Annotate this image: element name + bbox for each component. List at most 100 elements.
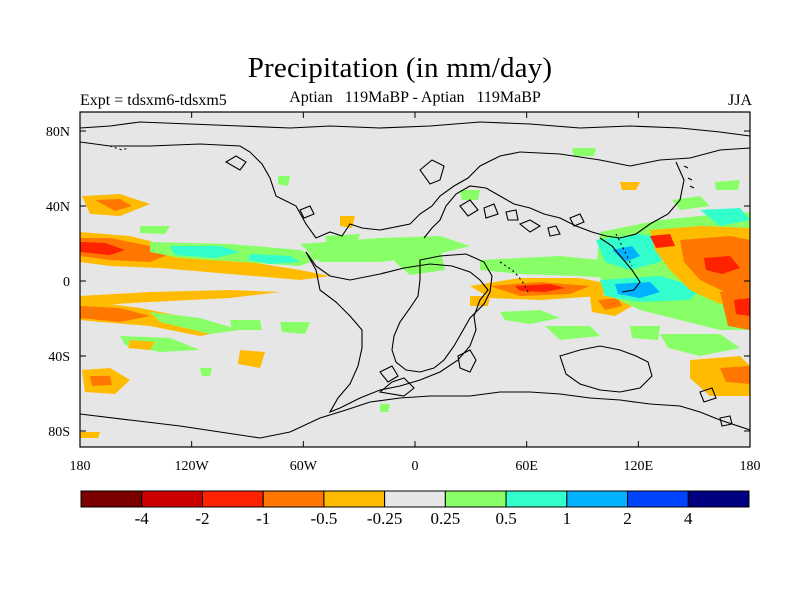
north-america-interior [224, 155, 315, 219]
colorbar-label: -2 [195, 509, 209, 528]
anomaly-indian-green [500, 310, 560, 324]
colorbar: -4 -2 -1 -0.5 -0.25 0.25 0.5 1 2 4 [80, 490, 750, 528]
experiment-label: Expt = tdsxm6-tdsxm5 [80, 92, 227, 109]
anomaly-wpac-core-2 [734, 298, 750, 316]
colorbar-label: 0.25 [430, 509, 460, 528]
anomaly-pacific-cyan-2 [248, 254, 300, 264]
season-label: JJA [727, 92, 752, 109]
anomaly-south-wpac-orange [690, 356, 750, 396]
colorbar-swatch [444, 490, 507, 508]
anomaly-tethys-core [515, 284, 565, 292]
dotted-island-arc-2 [615, 233, 633, 267]
colorbar-swatch [687, 490, 750, 508]
comparison-label: Aptian 119MaBP - Aptian 119MaBP [289, 89, 541, 106]
anomaly-wpac-blue-2 [615, 282, 660, 298]
colorbar-label: -4 [135, 509, 150, 528]
dotted-island-arc-3 [109, 145, 129, 151]
y-tick-label: 40N [46, 200, 70, 215]
anomaly-north-pacific-red [95, 199, 132, 211]
anomaly-east-pacific-core [80, 242, 125, 255]
africa-coast [391, 253, 493, 373]
anomaly-south-wpac-green-2 [630, 326, 660, 340]
anomaly-south-pacific-orange-3 [238, 350, 265, 368]
anomaly-south-orange-4 [80, 432, 100, 438]
colorbar-label: -1 [256, 509, 270, 528]
colorbar-swatch [505, 490, 568, 508]
anomaly-wpac-red-2 [650, 234, 675, 248]
anomaly-wpac-green-2 [672, 196, 710, 210]
anomaly-indian-green-2 [545, 326, 600, 340]
colorbar-swatch [201, 490, 264, 508]
y-tick-label: 80S [48, 425, 70, 440]
anomaly-south-pacific-green [150, 312, 240, 334]
anomaly-south-pacific-orange-2 [128, 340, 155, 350]
x-tick-label: 60E [515, 459, 538, 474]
anomaly-southern-ocean-red [90, 376, 112, 386]
plot-title: Precipitation (in mm/day) [247, 52, 553, 84]
colorbar-swatch [566, 490, 629, 508]
anomaly-wpac-blue [612, 246, 640, 262]
anomaly-wpac-green-3 [715, 180, 740, 190]
anomaly-north-green-3 [620, 182, 640, 190]
colorbar-label: 2 [623, 509, 632, 528]
anomaly-south-eq-orange [80, 290, 280, 306]
south-america-coast [305, 251, 489, 414]
anomaly-atlantic-green-3 [325, 234, 360, 246]
x-tick-label: 120E [624, 459, 654, 474]
eurasia-coast [519, 147, 750, 167]
x-tick-label: 60W [290, 459, 318, 474]
anomaly-pacific-green-3 [280, 322, 310, 334]
anomaly-north-green-2 [572, 148, 596, 156]
colorbar-swatch [323, 490, 386, 508]
anomaly-atlantic-orange [340, 216, 355, 228]
colorbar-label: 1 [563, 509, 572, 528]
x-tick-label: 180 [740, 459, 761, 474]
arctic-coast [80, 121, 750, 137]
anomaly-north-green [278, 176, 290, 186]
colorbar-swatch [384, 490, 446, 508]
antarctic-peninsula [378, 377, 415, 397]
colorbar-label: 0.5 [495, 509, 516, 528]
greenland-coast [419, 159, 445, 185]
colorbar-swatch [80, 490, 143, 508]
axis-ticks: 180 120W 60W 0 60E 120E 180 80N 40N 0 40S 80S [46, 112, 761, 474]
y-tick-label: 0 [63, 275, 70, 290]
pacific-archipelago [683, 165, 695, 189]
madagascar-coast [457, 349, 477, 373]
y-tick-label: 80N [46, 125, 70, 140]
south-islands [379, 365, 733, 427]
anomaly-sw-green [380, 404, 390, 412]
x-tick-label: 0 [412, 459, 419, 474]
anomaly-field [80, 148, 750, 438]
anomaly-north-green-4 [460, 190, 480, 200]
coastlines [80, 121, 750, 439]
dotted-island-arc [499, 261, 529, 293]
anomaly-wpac-core [704, 256, 740, 274]
colorbar-swatch [141, 490, 203, 508]
colorbar-label: 4 [684, 509, 693, 528]
antarctica-coast [80, 391, 750, 439]
anomaly-south-wpac-green [660, 334, 740, 356]
x-tick-label: 180 [70, 459, 91, 474]
tethys-islands [518, 213, 585, 237]
colorbar-label: -0.5 [310, 509, 337, 528]
y-tick-label: 40S [48, 350, 70, 365]
north-america-coast [80, 141, 521, 239]
anomaly-pacific-cyan [170, 246, 240, 258]
colorbar-swatch [627, 490, 689, 508]
europe-islands [459, 199, 519, 221]
anomaly-south-wpac-red [720, 366, 750, 384]
anomaly-north-pacific-green [140, 226, 170, 234]
anomaly-indian-red [598, 298, 622, 310]
australia-coast [559, 345, 653, 393]
asia-east-coast [423, 161, 685, 239]
anomaly-southern-ocean-green [230, 320, 262, 330]
colorbar-label: -0.25 [367, 509, 402, 528]
x-tick-label: 120W [175, 459, 210, 474]
anomaly-south-pacific-red [80, 306, 150, 322]
anomaly-wpac-cyan-3 [700, 208, 750, 226]
anomaly-sw-green-2 [200, 368, 212, 376]
india-coast [599, 237, 641, 293]
colorbar-swatch [262, 490, 325, 508]
